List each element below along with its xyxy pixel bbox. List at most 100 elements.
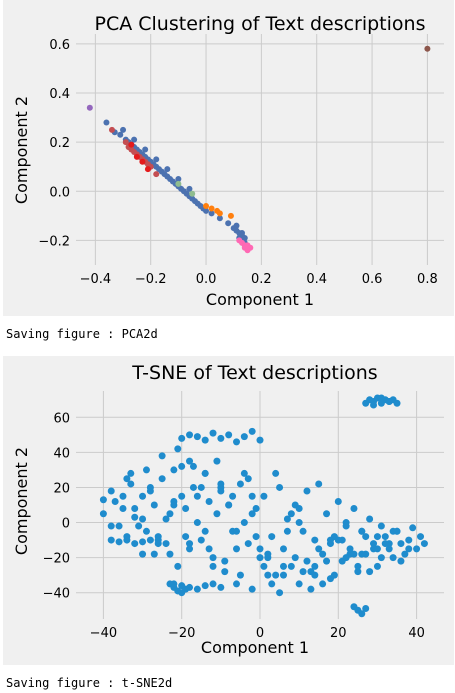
x-tick-label: 0.2	[251, 272, 272, 287]
data-point	[221, 568, 229, 576]
data-point	[350, 505, 358, 513]
data-point	[315, 545, 323, 553]
data-point	[346, 545, 354, 553]
data-point	[174, 562, 182, 570]
data-point	[330, 571, 338, 579]
tsne-figure: −40 −20 0 20 40 −40 −20 0 20 40 60 T-SNE of Text de…	[3, 356, 454, 665]
data-point	[397, 540, 405, 548]
data-point	[186, 185, 193, 192]
data-point	[201, 582, 209, 590]
data-point	[389, 527, 397, 535]
data-point	[358, 527, 366, 535]
data-point	[409, 524, 417, 532]
data-point	[158, 475, 166, 483]
data-point	[354, 562, 362, 570]
data-point	[178, 492, 186, 500]
data-point	[385, 545, 393, 553]
data-point	[111, 497, 119, 505]
data-point	[213, 510, 221, 518]
data-point	[233, 580, 241, 588]
data-point	[86, 104, 93, 111]
data-point	[146, 483, 154, 491]
data-point	[252, 533, 260, 541]
data-point	[247, 244, 254, 251]
x-tick-label: −0.2	[135, 272, 167, 287]
pca-figure: −0.4 −0.2 0.0 0.2 0.4 0.6 0.8 −0.2 0.0 0.2 0.4 0.6 P…	[3, 0, 454, 316]
data-point	[135, 522, 143, 530]
data-point	[225, 220, 232, 227]
chart-title: PCA Clustering of Text descriptions	[95, 13, 426, 35]
data-point	[217, 583, 225, 591]
data-point	[115, 522, 123, 530]
data-point	[178, 462, 186, 470]
data-point	[252, 505, 260, 513]
data-point	[209, 429, 217, 437]
data-point	[186, 457, 194, 465]
data-point	[366, 515, 374, 523]
data-point	[276, 483, 284, 491]
y-tick-label: −0.2	[38, 234, 70, 249]
data-point	[244, 540, 252, 548]
data-point	[117, 131, 124, 138]
data-point	[377, 394, 385, 402]
data-point	[139, 158, 146, 165]
y-tick-label: 0.0	[49, 185, 70, 200]
data-point	[153, 171, 160, 178]
data-point	[319, 580, 327, 588]
data-point	[279, 571, 287, 579]
data-point	[311, 536, 319, 544]
data-point	[413, 545, 421, 553]
data-point	[248, 585, 256, 593]
data-point	[370, 401, 378, 409]
data-point	[227, 212, 234, 219]
data-point	[393, 399, 401, 407]
data-point	[209, 562, 217, 570]
data-point	[405, 536, 413, 544]
data-point	[201, 469, 209, 477]
data-point	[240, 433, 248, 441]
data-point	[120, 126, 127, 133]
data-point	[182, 585, 190, 593]
data-point	[203, 203, 210, 210]
data-point	[193, 585, 201, 593]
data-point	[142, 146, 149, 153]
data-point	[158, 452, 166, 460]
data-point	[189, 462, 197, 470]
y-tick-label: 0.2	[49, 136, 70, 151]
y-tick-label: 0	[62, 517, 70, 532]
data-point	[139, 515, 147, 523]
data-point	[248, 510, 256, 518]
y-axis-label: Component 2	[12, 96, 31, 204]
data-point	[213, 457, 221, 465]
y-tick-label: −20	[43, 552, 70, 567]
data-point	[420, 540, 428, 548]
data-point	[131, 513, 139, 521]
data-point	[146, 536, 154, 544]
data-point	[107, 487, 115, 495]
data-point	[123, 475, 131, 483]
data-point	[362, 604, 370, 612]
data-point	[139, 492, 147, 500]
data-point	[142, 527, 150, 535]
data-point	[170, 466, 178, 474]
data-point	[373, 562, 381, 570]
data-point	[424, 45, 431, 52]
data-point	[99, 496, 107, 504]
data-point	[186, 540, 194, 548]
data-point	[272, 571, 280, 579]
data-point	[197, 536, 205, 544]
data-point	[127, 480, 135, 488]
data-point	[268, 580, 276, 588]
data-point	[203, 207, 210, 214]
data-point	[197, 483, 205, 491]
data-point	[201, 527, 209, 535]
data-point	[193, 433, 201, 441]
data-point	[260, 562, 268, 570]
data-point	[131, 505, 139, 513]
data-point	[133, 153, 140, 160]
x-tick-label: 0.0	[196, 272, 217, 287]
data-point	[189, 483, 197, 491]
x-tick-label: 0.8	[417, 272, 438, 287]
data-point	[178, 434, 186, 442]
data-point	[248, 492, 256, 500]
